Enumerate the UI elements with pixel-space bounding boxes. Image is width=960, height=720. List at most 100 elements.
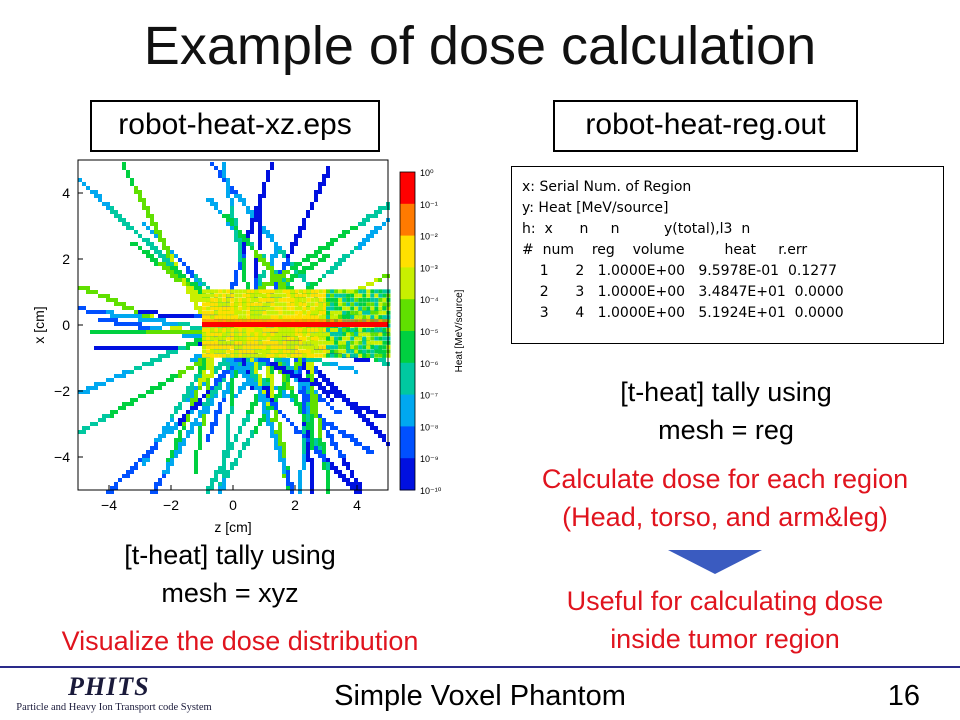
heatmap-cell xyxy=(298,490,302,494)
heatmap-cell xyxy=(190,358,194,362)
heatmap-cell xyxy=(282,330,286,334)
heatmap-cell xyxy=(238,366,242,370)
heatmap-cell xyxy=(262,186,266,190)
heatmap-cell xyxy=(158,434,162,438)
heatmap-cell xyxy=(154,222,158,226)
heatmap-cell xyxy=(198,414,202,418)
heatmap-cell xyxy=(290,422,294,426)
heatmap-cell xyxy=(126,226,130,230)
heatmap-cell xyxy=(190,382,194,386)
heatmap-cell xyxy=(234,274,238,278)
heatmap-cell xyxy=(346,366,350,370)
heatmap-cell xyxy=(266,402,270,406)
heatmap-cell xyxy=(174,374,178,378)
heatmap-cell xyxy=(302,430,306,434)
heatmap-cell xyxy=(278,422,282,426)
heatmap-cell xyxy=(302,434,306,438)
heatmap-cell xyxy=(306,430,310,434)
heatmap-cell xyxy=(226,422,230,426)
heatmap-cell xyxy=(310,282,314,286)
heatmap-cell xyxy=(186,290,190,294)
heatmap-cell xyxy=(242,258,246,262)
heatmap-cell xyxy=(278,458,282,462)
heatmap-cell xyxy=(218,174,222,178)
heatmap-cell xyxy=(322,462,326,466)
heatmap-cell xyxy=(122,302,126,306)
heatmap-cell xyxy=(118,302,122,306)
heatmap-cell xyxy=(302,402,306,406)
heatmap-cell xyxy=(298,270,302,274)
heatmap-cell xyxy=(110,310,114,314)
heatmap-cell xyxy=(298,410,302,414)
heatmap-cell xyxy=(250,410,254,414)
heatmap-cell xyxy=(238,194,242,198)
heatmap-cell xyxy=(202,374,206,378)
heatmap-cell xyxy=(230,406,234,410)
heatmap-cell xyxy=(354,410,358,414)
heatmap-cell xyxy=(118,478,122,482)
heatmap-cell xyxy=(218,170,222,174)
heatmap-cell xyxy=(246,330,250,334)
heatmap-cell xyxy=(230,374,234,378)
heatmap-cell xyxy=(314,406,318,410)
heatmap-cell xyxy=(306,214,310,218)
heatmap-cell xyxy=(334,362,338,366)
heatmap-cell xyxy=(222,486,226,490)
heatmap-cell xyxy=(222,398,226,402)
heatmap-cell xyxy=(278,450,282,454)
heatmap-cell xyxy=(110,210,114,214)
heatmap-cell xyxy=(194,326,198,330)
heatmap-cell xyxy=(274,418,278,422)
heatmap-cell xyxy=(294,234,298,238)
heatmap-cell xyxy=(298,362,302,366)
heatmap-cell xyxy=(230,282,234,286)
heatmap-cell xyxy=(290,486,294,490)
heatmap-cell xyxy=(306,422,310,426)
heatmap-cell xyxy=(322,466,326,470)
heatmap-cell xyxy=(262,230,266,234)
heatmap-cell xyxy=(194,354,198,358)
heatmap-cell xyxy=(214,470,218,474)
heatmap-cell xyxy=(178,278,182,282)
heatmap-cell xyxy=(286,394,290,398)
heatmap-cell xyxy=(274,386,278,390)
heatmap-cell xyxy=(150,254,154,258)
heatmap-cell xyxy=(202,358,206,362)
heatmap-cell xyxy=(226,178,230,182)
heatmap-cell xyxy=(230,466,234,470)
heatmap-cell xyxy=(366,446,370,450)
heatmap-cell xyxy=(306,438,310,442)
heatmap-cell xyxy=(198,306,202,310)
heatmap-cell xyxy=(182,274,186,278)
heatmap-cell xyxy=(278,250,282,254)
heatmap-cell xyxy=(218,470,222,474)
heatmap-cell xyxy=(234,362,238,366)
heatmap-cell xyxy=(242,246,246,250)
heatmap-cell xyxy=(274,270,278,274)
heatmap-cell xyxy=(222,374,226,378)
heatmap-cell xyxy=(334,426,338,430)
heatmap-cell xyxy=(298,482,302,486)
heatmap-cell xyxy=(302,426,306,430)
heatmap-cell xyxy=(186,434,190,438)
heatmap-cell xyxy=(118,218,122,222)
heatmap-cell xyxy=(110,206,114,210)
heatmap-cell xyxy=(78,430,82,434)
heatmap-cell xyxy=(106,202,110,206)
heatmap-cell xyxy=(326,382,330,386)
heatmap-cell xyxy=(262,378,266,382)
heatmap-cell xyxy=(102,414,106,418)
heatmap-cell xyxy=(118,314,122,318)
heatmap-cell xyxy=(202,406,206,410)
heatmap-cell xyxy=(178,326,182,330)
heatmap-cell xyxy=(202,422,206,426)
heatmap-cell xyxy=(138,458,142,462)
heatmap-cell xyxy=(90,422,94,426)
heatmap-cell xyxy=(278,454,282,458)
heatmap-cell xyxy=(250,222,254,226)
heatmap-cell xyxy=(210,482,214,486)
heatmap-cell xyxy=(286,254,290,258)
heatmap-cell xyxy=(302,278,306,282)
heatmap-cell xyxy=(246,366,250,370)
